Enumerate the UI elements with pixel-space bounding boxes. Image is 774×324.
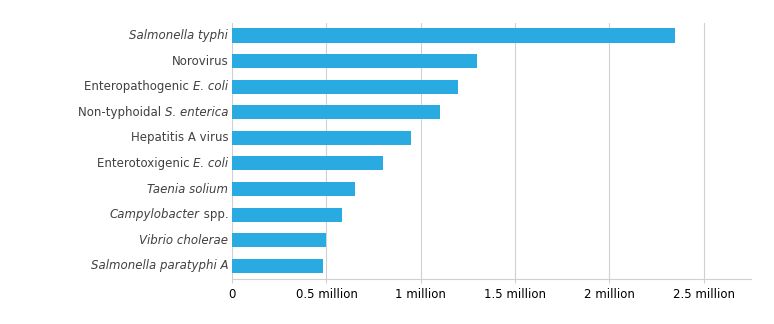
- Text: E. coli: E. coli: [193, 80, 228, 93]
- Text: Enterotoxigenic: Enterotoxigenic: [97, 157, 193, 170]
- Text: S. enterica: S. enterica: [165, 106, 228, 119]
- Bar: [232, 156, 383, 170]
- Text: E. coli: E. coli: [193, 157, 228, 170]
- Text: Enteropathogenic: Enteropathogenic: [84, 80, 193, 93]
- Text: Salmonella typhi: Salmonella typhi: [129, 29, 228, 42]
- Bar: [232, 80, 458, 94]
- Text: Taenia solium: Taenia solium: [147, 182, 228, 196]
- Bar: [232, 259, 323, 273]
- Text: Non-typhoidal: Non-typhoidal: [78, 106, 165, 119]
- Bar: [232, 131, 411, 145]
- Bar: [232, 182, 354, 196]
- Text: Hepatitis A virus: Hepatitis A virus: [131, 131, 228, 145]
- Text: Norovirus: Norovirus: [172, 54, 228, 68]
- Bar: [232, 208, 341, 222]
- Bar: [232, 29, 676, 42]
- Bar: [232, 105, 440, 119]
- Text: spp.: spp.: [200, 208, 228, 221]
- Bar: [232, 54, 478, 68]
- Text: Campylobacter: Campylobacter: [110, 208, 200, 221]
- Text: Salmonella paratyphi A: Salmonella paratyphi A: [91, 259, 228, 272]
- Bar: [232, 233, 327, 247]
- Text: Vibrio cholerae: Vibrio cholerae: [139, 234, 228, 247]
